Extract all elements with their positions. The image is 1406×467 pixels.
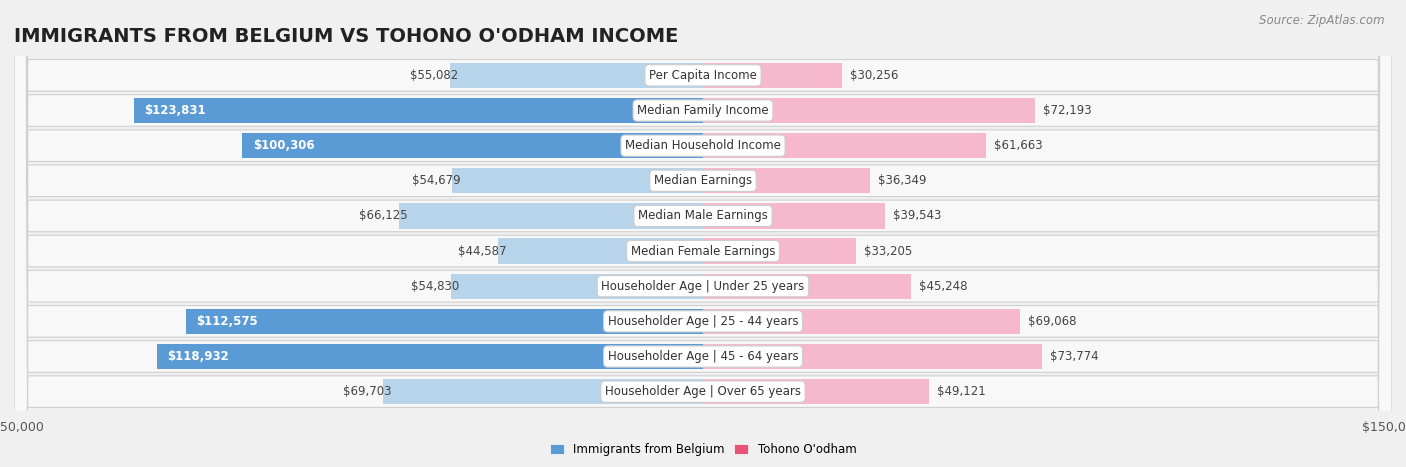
Text: $30,256: $30,256 [851,69,898,82]
Bar [134,98,703,123]
FancyBboxPatch shape [14,0,1392,467]
Text: $69,068: $69,068 [1029,315,1077,328]
Bar [703,98,1035,123]
Text: $69,703: $69,703 [343,385,391,398]
FancyBboxPatch shape [14,0,1392,467]
Text: $118,932: $118,932 [167,350,229,363]
Text: Source: ZipAtlas.com: Source: ZipAtlas.com [1260,14,1385,27]
Bar [703,133,986,158]
FancyBboxPatch shape [14,0,1392,467]
Bar [451,168,703,193]
FancyBboxPatch shape [14,0,1392,467]
Text: $66,125: $66,125 [359,209,408,222]
Text: $72,193: $72,193 [1043,104,1091,117]
Text: Median Male Earnings: Median Male Earnings [638,209,768,222]
Bar [450,63,703,88]
Text: $54,679: $54,679 [412,174,460,187]
FancyBboxPatch shape [14,0,1392,467]
Bar [156,344,703,369]
Text: Median Earnings: Median Earnings [654,174,752,187]
Bar [703,379,928,404]
Bar [451,274,703,299]
Text: $100,306: $100,306 [253,139,315,152]
Bar [703,63,842,88]
Text: Householder Age | Over 65 years: Householder Age | Over 65 years [605,385,801,398]
Bar [703,309,1021,334]
Text: Householder Age | 25 - 44 years: Householder Age | 25 - 44 years [607,315,799,328]
Text: $36,349: $36,349 [879,174,927,187]
Bar [703,168,870,193]
FancyBboxPatch shape [14,0,1392,467]
Bar [382,379,703,404]
Text: $112,575: $112,575 [197,315,259,328]
Text: Median Household Income: Median Household Income [626,139,780,152]
FancyBboxPatch shape [14,0,1392,467]
Text: $55,082: $55,082 [411,69,458,82]
FancyBboxPatch shape [14,0,1392,467]
Legend: Immigrants from Belgium, Tohono O'odham: Immigrants from Belgium, Tohono O'odham [544,437,862,462]
Text: $39,543: $39,543 [893,209,941,222]
Bar [703,274,911,299]
Text: $33,205: $33,205 [863,245,912,258]
Bar [703,239,855,264]
Text: $44,587: $44,587 [458,245,506,258]
Text: $45,248: $45,248 [920,280,967,293]
Text: $73,774: $73,774 [1050,350,1098,363]
Bar [186,309,703,334]
Bar [242,133,703,158]
Bar [703,203,884,228]
Text: $61,663: $61,663 [994,139,1043,152]
Text: $54,830: $54,830 [411,280,460,293]
Text: Per Capita Income: Per Capita Income [650,69,756,82]
Bar [399,203,703,228]
Text: Median Family Income: Median Family Income [637,104,769,117]
Text: $123,831: $123,831 [145,104,207,117]
Bar [703,344,1042,369]
Text: Householder Age | 45 - 64 years: Householder Age | 45 - 64 years [607,350,799,363]
Text: Householder Age | Under 25 years: Householder Age | Under 25 years [602,280,804,293]
FancyBboxPatch shape [14,0,1392,467]
Bar [498,239,703,264]
FancyBboxPatch shape [14,0,1392,467]
Text: IMMIGRANTS FROM BELGIUM VS TOHONO O'ODHAM INCOME: IMMIGRANTS FROM BELGIUM VS TOHONO O'ODHA… [14,27,679,46]
Text: $49,121: $49,121 [936,385,986,398]
Text: Median Female Earnings: Median Female Earnings [631,245,775,258]
